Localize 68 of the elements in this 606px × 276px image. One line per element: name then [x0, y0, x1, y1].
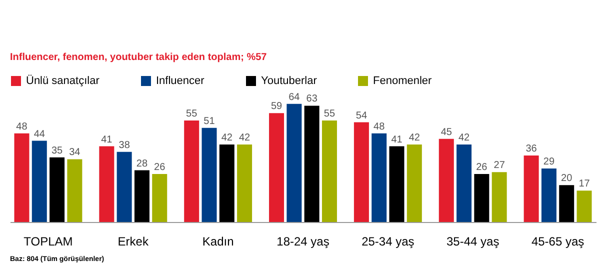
data-label: 41: [391, 134, 403, 146]
bar: [50, 157, 65, 222]
data-label: 51: [204, 116, 216, 127]
bar: [14, 133, 30, 222]
x-tick-label: Kadın: [202, 234, 234, 248]
data-label: 42: [238, 132, 251, 144]
data-label: 38: [118, 140, 130, 151]
bar: [322, 120, 337, 222]
bar: [372, 133, 387, 222]
bar: [559, 185, 574, 222]
legend-label: Ünlü sanatçılar: [26, 74, 100, 87]
bar: [202, 128, 217, 222]
data-label: 36: [526, 144, 538, 155]
data-label: 42: [408, 132, 420, 144]
data-label: 26: [476, 162, 488, 173]
bar: [184, 120, 200, 222]
data-label: 34: [69, 147, 81, 158]
legend-label: Fenomenler: [373, 75, 432, 87]
bar: [67, 159, 82, 222]
x-tick-label: TOPLAM: [24, 234, 73, 248]
x-tick-label: 25-34 yaş: [362, 234, 414, 248]
bar: [219, 144, 234, 222]
data-label: 55: [186, 108, 198, 120]
x-tick-label: 18-24 yaş: [276, 234, 330, 248]
data-label: 41: [101, 134, 113, 146]
bar: [99, 146, 114, 222]
bar: [286, 104, 302, 222]
x-tick-label: 35-44 yaş: [446, 234, 500, 248]
data-label: 48: [374, 121, 386, 132]
data-label: 35: [51, 145, 64, 156]
data-label: 42: [221, 132, 233, 144]
bar: [152, 174, 168, 222]
data-label: 45: [440, 126, 452, 138]
data-label: 64: [288, 92, 300, 103]
bar: [269, 113, 284, 222]
data-label: 27: [494, 160, 506, 172]
data-label: 55: [324, 108, 336, 120]
text: Influencer, fenomen, youtuber takip eden toplam; %57: [10, 52, 268, 63]
bar: [456, 144, 472, 222]
bar: [541, 168, 556, 222]
data-label: 20: [561, 173, 573, 184]
bar: [237, 144, 252, 222]
bar: [304, 106, 320, 222]
x-tick-label: Erkek: [118, 234, 150, 248]
data-label: 42: [458, 132, 470, 144]
x-tick-label: 45-65 yaş: [531, 234, 584, 248]
data-label: 63: [306, 94, 318, 105]
data-label: 29: [543, 156, 555, 168]
data-label: 28: [136, 158, 148, 170]
bar: [116, 152, 132, 222]
bar: [474, 174, 490, 222]
bar: [389, 146, 404, 222]
bar: [438, 138, 454, 222]
bar: [524, 156, 539, 222]
legend-label: Youtuberlar: [261, 75, 318, 87]
bar: [354, 122, 369, 222]
data-label: 26: [154, 162, 166, 173]
data-label: 48: [16, 121, 28, 132]
data-label: 44: [34, 128, 46, 140]
data-label: 17: [578, 178, 590, 190]
bar: [406, 144, 422, 222]
data-label: 59: [270, 101, 283, 112]
bar: [32, 140, 47, 222]
bar: [492, 172, 507, 222]
legend-label: Influencer: [156, 75, 205, 87]
bar: [134, 170, 150, 222]
data-label: 54: [356, 110, 368, 122]
bar: [576, 190, 592, 222]
